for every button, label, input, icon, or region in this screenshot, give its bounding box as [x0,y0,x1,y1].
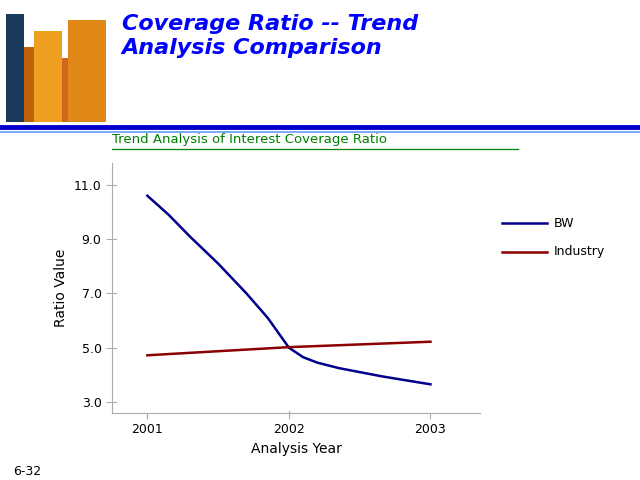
Text: 6-32: 6-32 [13,465,41,478]
X-axis label: Analysis Year: Analysis Year [251,442,341,456]
Bar [68,20,106,122]
Industry [356,342,364,348]
Y-axis label: Ratio Value: Ratio Value [54,249,68,327]
Text: Coverage Ratio -- Trend
Analysis Comparison: Coverage Ratio -- Trend Analysis Compari… [122,14,418,58]
Bar [6,47,36,122]
BW [264,315,271,321]
Bar [34,31,62,122]
BW [427,382,435,387]
Industry [285,344,292,350]
Industry [214,348,222,354]
BW [356,369,364,375]
Text: BW: BW [554,216,574,230]
BW [300,354,307,360]
Bar [6,14,24,122]
BW [243,290,250,296]
BW [335,365,342,371]
BW [186,234,194,240]
BW [285,345,292,350]
Line: Industry: Industry [147,342,431,355]
BW [214,261,222,266]
Industry [427,339,435,345]
BW [377,373,385,379]
Text: Industry: Industry [554,245,605,259]
Industry [143,352,151,358]
BW [143,193,151,199]
BW [398,377,406,383]
BW [164,212,172,217]
Bar [62,58,70,122]
BW [314,360,321,365]
Line: BW: BW [147,196,431,384]
Text: Trend Analysis of Interest Coverage Ratio: Trend Analysis of Interest Coverage Rati… [112,133,387,146]
